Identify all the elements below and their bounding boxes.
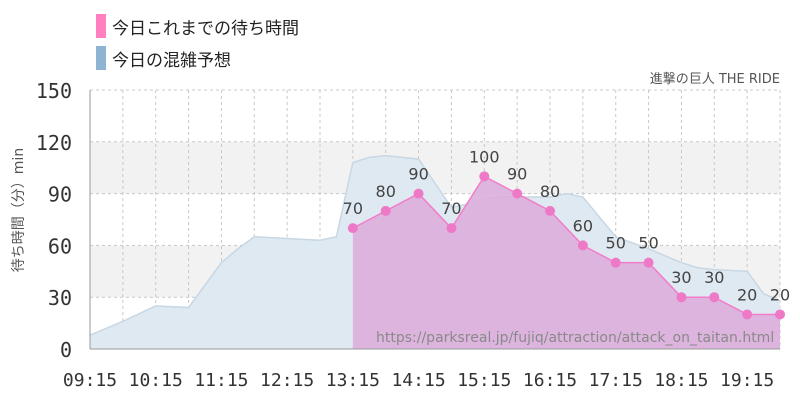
actual-marker <box>413 188 424 199</box>
actual-data-labels: 70 80 90 70 100 90 80 60 50 50 30 30 20 20 <box>343 147 791 304</box>
axes <box>89 90 780 350</box>
x-tick-label: 12:15 <box>260 370 314 391</box>
x-tick-label: 15:15 <box>457 370 511 391</box>
actual-data-label: 80 <box>540 182 560 201</box>
source-url-watermark: https://parksreal.jp/fujiq/attraction/at… <box>376 330 775 346</box>
x-tick-label: 19:15 <box>720 370 774 391</box>
x-tick-labels: 09:15 10:15 11:15 12:15 13:15 14:15 15:15 16:15… <box>63 370 774 391</box>
actual-data-label: 90 <box>507 165 527 184</box>
x-tick-label: 16:15 <box>523 370 577 391</box>
actual-data-label: 70 <box>343 199 363 218</box>
actual-area-series <box>352 175 780 349</box>
x-tick-label: 14:15 <box>391 370 445 391</box>
actual-data-label: 50 <box>638 234 658 253</box>
y-tick-label: 0 <box>60 338 72 362</box>
actual-marker <box>380 205 391 216</box>
actual-marker <box>577 240 588 251</box>
x-tick-label: 09:15 <box>63 370 117 391</box>
y-tick-label: 30 <box>48 286 72 310</box>
x-tick-label: 10:15 <box>129 370 183 391</box>
actual-data-label: 50 <box>606 234 626 253</box>
y-tick-label: 60 <box>48 234 72 258</box>
actual-data-label: 90 <box>408 165 428 184</box>
actual-marker <box>742 309 753 320</box>
y-tick-label: 90 <box>48 183 72 207</box>
x-tick-label: 18:15 <box>654 370 708 391</box>
actual-marker <box>479 171 490 182</box>
actual-data-label: 70 <box>441 199 461 218</box>
actual-data-label: 30 <box>704 268 724 287</box>
actual-data-label: 20 <box>770 285 790 304</box>
actual-data-label: 100 <box>469 147 500 166</box>
ride-name: 進撃の巨人 THE RIDE <box>649 72 780 87</box>
y-tick-labels: 0 30 60 90 120 150 <box>36 79 72 362</box>
legend-swatch-actual <box>96 14 106 38</box>
actual-fill <box>352 176 780 349</box>
x-tick-label: 17:15 <box>589 370 643 391</box>
y-tick-label: 120 <box>36 131 72 155</box>
actual-data-label: 30 <box>671 268 691 287</box>
actual-marker <box>775 309 785 320</box>
actual-marker <box>446 223 457 234</box>
legend-label-forecast: 今日の混雑予想 <box>112 50 231 71</box>
actual-data-label: 80 <box>376 182 396 201</box>
actual-marker <box>709 292 720 303</box>
actual-marker <box>610 257 621 268</box>
actual-data-label: 20 <box>737 285 757 304</box>
y-axis-label: 待ち時間（分）min <box>11 147 27 273</box>
actual-markers <box>347 171 785 320</box>
legend-item-actual: 今日これまでの待ち時間 <box>96 14 299 39</box>
x-tick-label: 13:15 <box>326 370 380 391</box>
legend-item-forecast: 今日の混雑予想 <box>96 46 231 71</box>
legend-swatch-forecast <box>96 46 106 70</box>
actual-line <box>352 175 780 316</box>
actual-marker <box>545 205 555 216</box>
actual-marker <box>643 257 654 268</box>
forecast-line <box>89 154 781 336</box>
y-tick-label: 150 <box>36 79 72 103</box>
actual-marker <box>347 223 358 234</box>
legend-label-actual: 今日これまでの待ち時間 <box>112 18 299 39</box>
actual-marker <box>676 292 687 303</box>
actual-marker <box>512 188 523 199</box>
actual-data-label: 60 <box>573 216 593 235</box>
x-tick-label: 11:15 <box>194 370 248 391</box>
